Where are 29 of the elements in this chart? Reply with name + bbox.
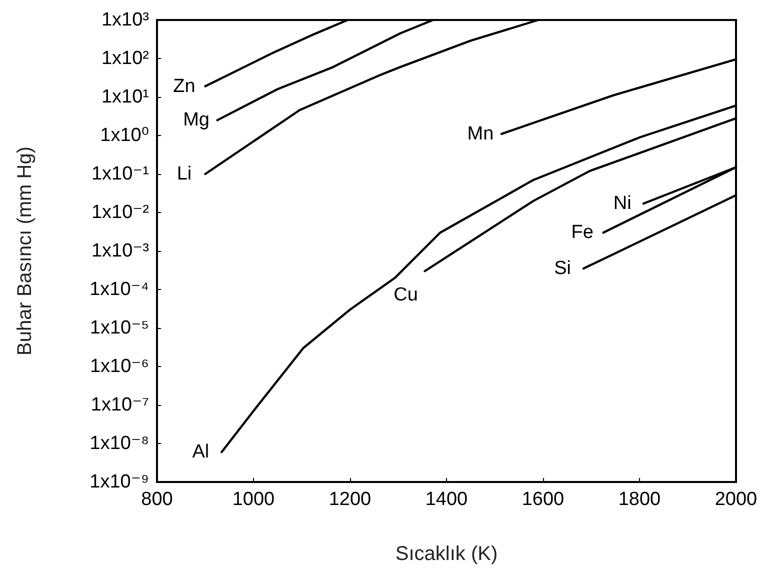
series-label: Zn [173, 76, 196, 97]
y-tick-label: 1x10⁻⁶ [90, 356, 149, 377]
y-tick-label: 1x10⁰ [100, 125, 149, 146]
y-tick-label: 1x10⁻³ [91, 240, 149, 262]
x-tick-label: 1000 [232, 489, 275, 510]
y-tick-label: 1x10² [101, 48, 149, 69]
y-tick-label: 1x10⁻¹ [91, 164, 149, 184]
y-tick-label: 1x10⁻⁷ [90, 394, 150, 416]
x-tick-label: 1400 [425, 489, 468, 510]
x-tick-label: 1800 [618, 489, 661, 510]
y-tick-label: 1x10¹ [101, 86, 149, 108]
y-tick-label: 1x10⁻⁴ [90, 279, 149, 300]
series-label: Al [192, 442, 210, 463]
x-axis-title: Sıcaklık (K) [395, 543, 498, 565]
x-tick-label: 1600 [522, 489, 564, 510]
y-tick-label: 1x10⁻² [91, 202, 149, 223]
y-axis-title: Buhar Basıncı (mm Hg) [14, 146, 36, 356]
y-tick-label: 1x10⁻⁵ [90, 318, 149, 338]
y-tick-label: 1x10⁻⁸ [90, 433, 149, 454]
x-tick-label: 1200 [328, 489, 372, 510]
series-label: Ni [613, 193, 632, 214]
series-label: Cu [394, 284, 418, 306]
x-tick-label: 2000 [714, 489, 758, 510]
series-label: Fe [571, 222, 594, 244]
series-label: Mg [183, 110, 210, 131]
series-label: Mn [467, 123, 494, 144]
series-label: Si [554, 258, 571, 280]
series-label: Li [176, 164, 192, 184]
y-tick-label: 1x10³ [101, 10, 149, 30]
